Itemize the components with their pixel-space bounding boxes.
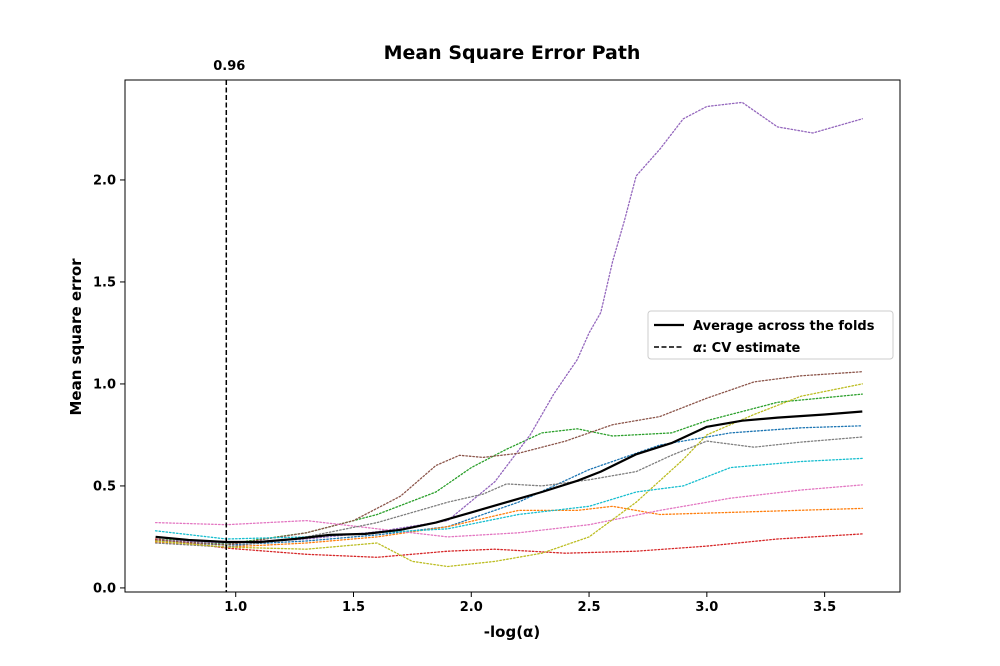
fold-line-5 bbox=[154, 101, 863, 544]
fold-line-1 bbox=[154, 425, 863, 546]
cv-estimate-group: 0.96 bbox=[213, 59, 245, 592]
legend: Average across the folds α: CV estimate bbox=[647, 310, 894, 360]
legend-cv-symbol: α bbox=[693, 341, 702, 356]
x-axis-label: -log(α) bbox=[484, 623, 540, 641]
legend-cv-label: α: CV estimate bbox=[693, 341, 801, 356]
average-line-group bbox=[155, 410, 863, 544]
x-tick-label: 3.5 bbox=[813, 600, 836, 615]
fold-lines bbox=[154, 101, 863, 568]
fold-line-2 bbox=[154, 505, 863, 548]
legend-cv-rest: : CV estimate bbox=[702, 341, 801, 356]
fold-line-7 bbox=[154, 484, 863, 538]
chart-title: Mean Square Error Path bbox=[384, 42, 641, 64]
y-tick-label: 2.0 bbox=[93, 173, 116, 188]
average-line bbox=[155, 410, 863, 544]
y-tick-label: 1.5 bbox=[93, 275, 116, 290]
fold-line-8 bbox=[154, 436, 863, 548]
x-tick-label: 1.5 bbox=[342, 600, 365, 615]
x-tick-label: 1.0 bbox=[224, 600, 247, 615]
y-axis-label: Mean square error bbox=[67, 258, 85, 416]
plot-frame bbox=[124, 79, 901, 593]
fold-line-10 bbox=[154, 457, 863, 540]
y-tick-label: 0.5 bbox=[93, 479, 116, 494]
x-axis-ticks: 1.0 1.5 2.0 2.5 3.0 3.5 bbox=[224, 592, 836, 615]
y-tick-label: 1.0 bbox=[93, 377, 116, 392]
x-tick-label: 3.0 bbox=[695, 600, 718, 615]
cv-estimate-value-label: 0.96 bbox=[213, 59, 245, 74]
fold-line-6 bbox=[154, 371, 863, 546]
x-tick-label: 2.5 bbox=[578, 600, 601, 615]
legend-average-label: Average across the folds bbox=[693, 319, 875, 334]
y-axis-ticks: 0.0 0.5 1.0 1.5 2.0 bbox=[93, 173, 125, 596]
y-tick-label: 0.0 bbox=[93, 581, 116, 596]
x-tick-label: 2.0 bbox=[460, 600, 483, 615]
fold-line-4 bbox=[154, 533, 863, 558]
legend-box bbox=[647, 310, 894, 360]
